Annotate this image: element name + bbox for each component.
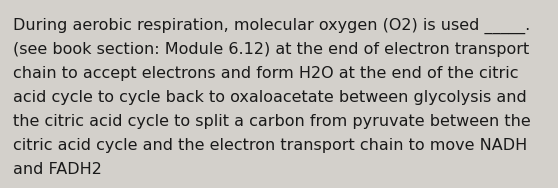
Text: acid cycle to cycle back to oxaloacetate between glycolysis and: acid cycle to cycle back to oxaloacetate…	[13, 90, 527, 105]
Text: chain to accept electrons and form H2O at the end of the citric: chain to accept electrons and form H2O a…	[13, 66, 518, 81]
Text: and FADH2: and FADH2	[13, 162, 102, 177]
Text: the citric acid cycle to split a carbon from pyruvate between the: the citric acid cycle to split a carbon …	[13, 114, 531, 129]
Text: (see book section: Module 6.12) at the end of electron transport: (see book section: Module 6.12) at the e…	[13, 42, 529, 57]
Text: During aerobic respiration, molecular oxygen (O2) is used _____.: During aerobic respiration, molecular ox…	[13, 18, 530, 34]
Text: citric acid cycle and the electron transport chain to move NADH: citric acid cycle and the electron trans…	[13, 138, 527, 153]
